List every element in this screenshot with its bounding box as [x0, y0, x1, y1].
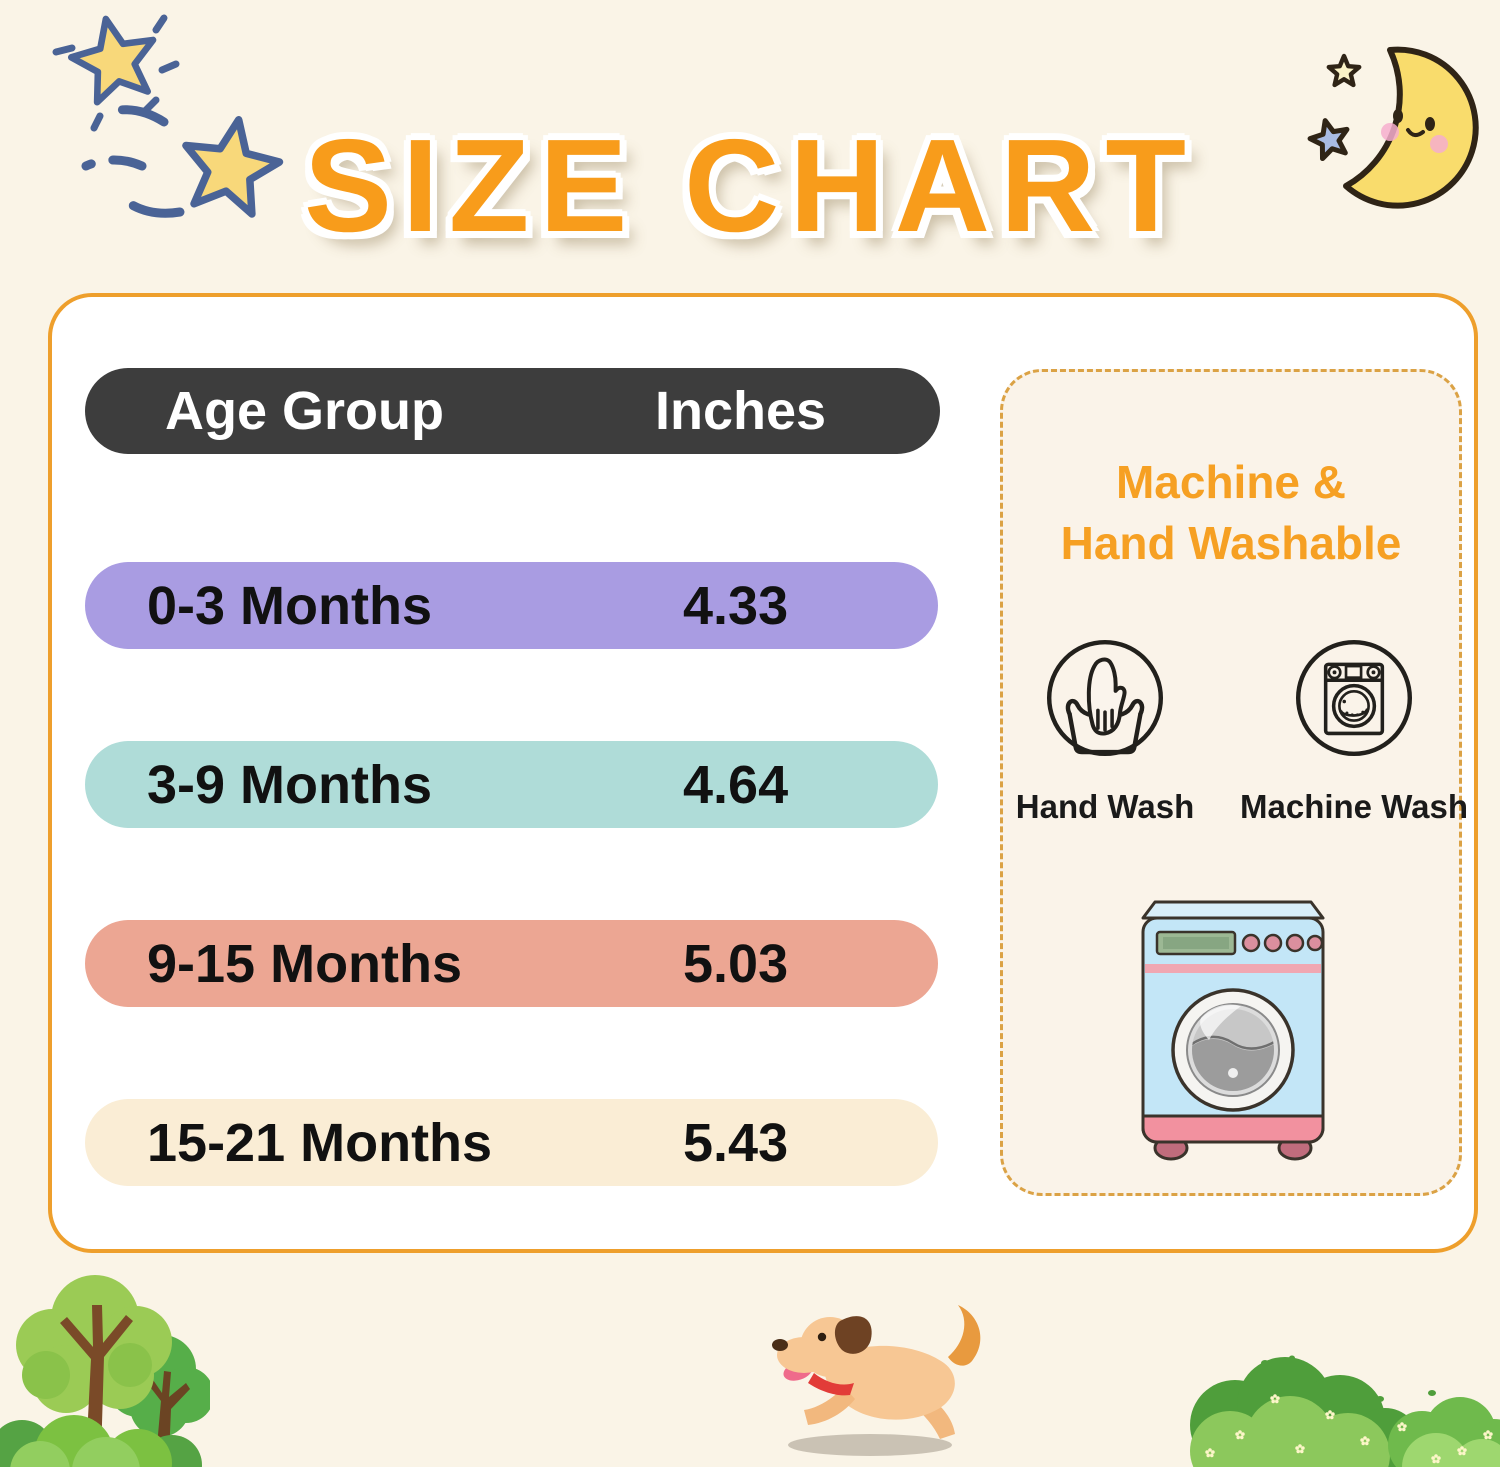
hand-wash-label: Hand Wash — [1015, 788, 1195, 825]
age-group-cell: 3-9 Months — [147, 754, 433, 815]
bush-icon — [1190, 1355, 1500, 1467]
machine-wash-item: Machine Wash — [1229, 636, 1479, 826]
table-row: 9-15 Months 5.03 — [85, 920, 938, 1007]
washing-machine-icon — [1141, 900, 1325, 1161]
column-header-inches: Inches — [655, 381, 827, 441]
column-header-age-group: Age Group — [165, 381, 444, 441]
age-group-cell: 15-21 Months — [147, 1112, 493, 1173]
inches-cell: 4.33 — [683, 575, 789, 636]
table-row: 3-9 Months 4.64 — [85, 741, 938, 828]
care-instructions-panel: Machine & Hand Washable Hand Wash — [1000, 369, 1468, 1196]
inches-cell: 5.43 — [683, 1112, 789, 1173]
care-title: Machine & Hand Washable — [1003, 452, 1459, 573]
table-row: 0-3 Months 4.33 — [85, 562, 938, 649]
care-title-line1: Machine & — [1115, 456, 1347, 508]
table-header: Age Group Inches — [85, 368, 940, 454]
size-chart-panel: Age Group Inches 0-3 Months 4.33 3-9 Mon… — [48, 293, 1478, 1253]
inches-cell: 4.64 — [683, 754, 789, 815]
shooting-stars-icon — [52, 14, 284, 218]
machine-wash-label: Machine Wash — [1240, 788, 1468, 825]
running-dog-icon — [772, 1305, 981, 1456]
machine-wash-icon — [1295, 639, 1413, 757]
page-title: SIZE CHART — [304, 112, 1196, 260]
hand-wash-icon — [1046, 639, 1164, 757]
age-group-cell: 9-15 Months — [147, 933, 463, 994]
age-group-cell: 0-3 Months — [147, 575, 433, 636]
trees-icon — [0, 1275, 210, 1467]
hand-wash-item: Hand Wash — [980, 636, 1230, 826]
moon-icon — [1307, 46, 1479, 209]
table-row: 15-21 Months 5.43 — [85, 1099, 938, 1186]
inches-cell: 5.03 — [683, 933, 789, 994]
care-title-line2: Hand Washable — [1060, 516, 1402, 569]
